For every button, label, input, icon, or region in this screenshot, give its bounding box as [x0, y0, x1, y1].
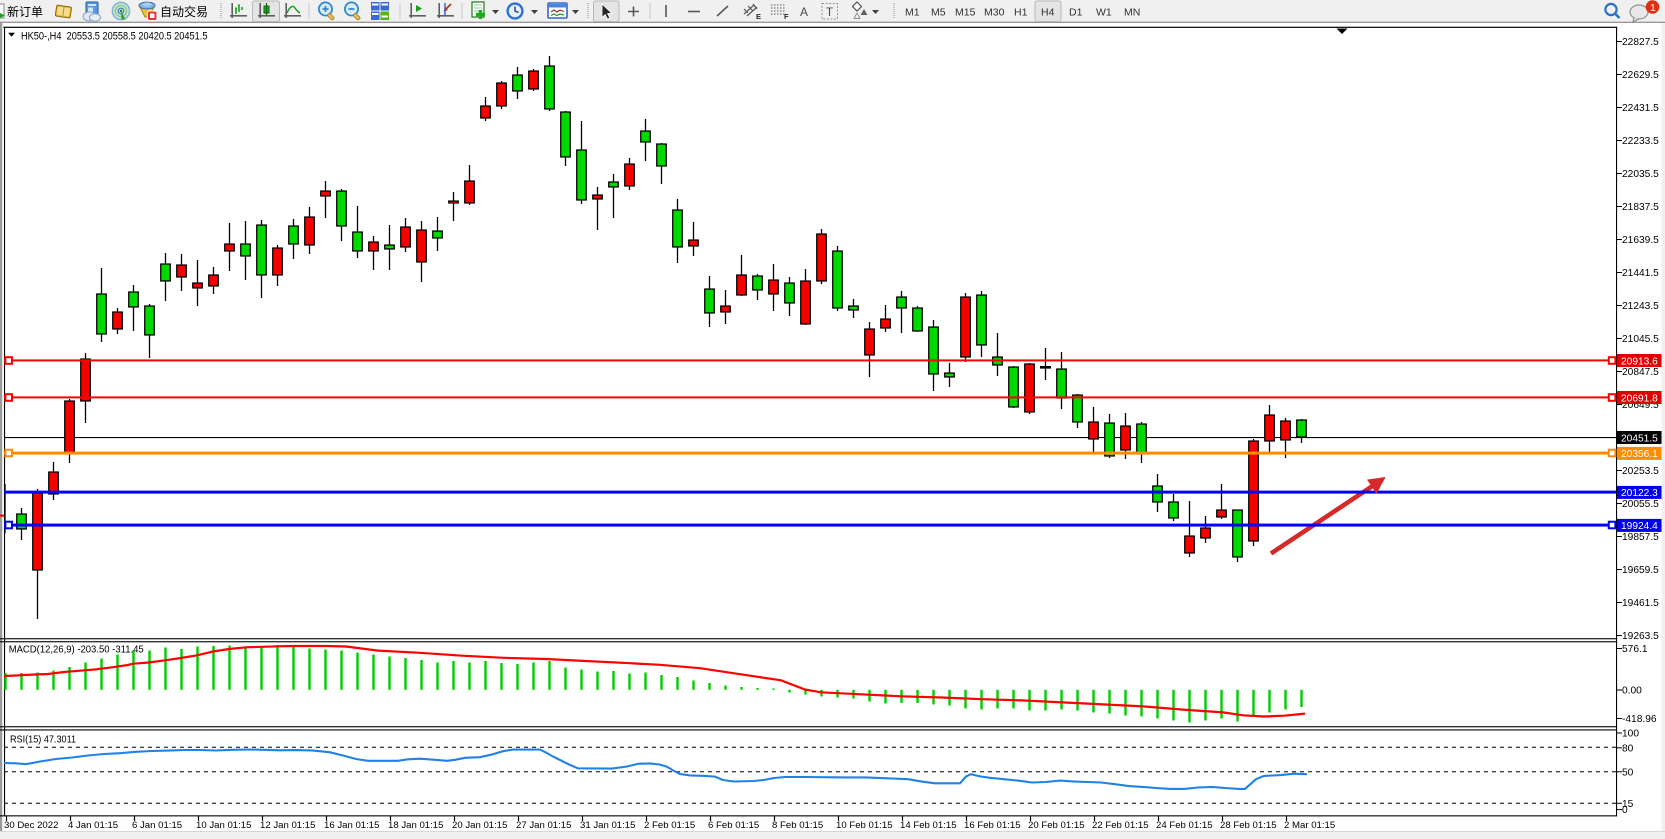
svg-text:21243.5: 21243.5	[1622, 301, 1659, 312]
svg-text:HK50-,H4 20553.5 20558.5 2042: HK50-,H4 20553.5 20558.5 20420.5 20451.5	[21, 31, 208, 43]
svg-text:6 Jan 01:15: 6 Jan 01:15	[132, 820, 182, 831]
svg-text:20451.5: 20451.5	[1621, 433, 1658, 444]
svg-text:22629.5: 22629.5	[1622, 70, 1659, 81]
svg-text:31 Jan 01:15: 31 Jan 01:15	[580, 820, 635, 831]
svg-text:20122.3: 20122.3	[1621, 488, 1658, 499]
svg-text:12 Jan 01:15: 12 Jan 01:15	[260, 820, 315, 831]
svg-text:16 Jan 01:15: 16 Jan 01:15	[324, 820, 379, 831]
svg-text:19924.4: 19924.4	[1621, 521, 1658, 532]
svg-text:20 Jan 01:15: 20 Jan 01:15	[452, 820, 507, 831]
svg-text:100: 100	[1622, 729, 1639, 740]
svg-text:30 Dec 2022: 30 Dec 2022	[4, 820, 58, 831]
svg-text:4 Jan 01:15: 4 Jan 01:15	[68, 820, 118, 831]
svg-text:576.1: 576.1	[1622, 644, 1648, 655]
svg-text:20691.8: 20691.8	[1621, 393, 1658, 404]
svg-text:22827.5: 22827.5	[1622, 37, 1659, 48]
svg-text:M1: M1	[905, 7, 920, 19]
svg-text:H4: H4	[1041, 7, 1055, 19]
svg-text:A: A	[800, 5, 808, 19]
svg-text:21441.5: 21441.5	[1622, 268, 1659, 279]
svg-text:10 Jan 01:15: 10 Jan 01:15	[196, 820, 251, 831]
svg-text:28 Feb 01:15: 28 Feb 01:15	[1220, 820, 1277, 831]
svg-text:RSI(15) 47.3011: RSI(15) 47.3011	[10, 735, 76, 746]
svg-text:19263.5: 19263.5	[1622, 631, 1659, 642]
svg-text:20649.5: 20649.5	[1622, 400, 1659, 411]
svg-text:2 Mar 01:15: 2 Mar 01:15	[1284, 820, 1335, 831]
svg-text:19461.5: 19461.5	[1622, 598, 1659, 609]
svg-text:MACD(12,26,9) -203.50 -311.45: MACD(12,26,9) -203.50 -311.45	[9, 645, 144, 656]
svg-text:20356.1: 20356.1	[1621, 449, 1658, 460]
svg-text:1: 1	[1650, 2, 1656, 14]
svg-text:D1: D1	[1069, 7, 1083, 19]
svg-text:50: 50	[1622, 767, 1634, 778]
svg-text:22431.5: 22431.5	[1622, 103, 1659, 114]
svg-text:20055.5: 20055.5	[1622, 499, 1659, 510]
svg-text:20847.5: 20847.5	[1622, 367, 1659, 378]
svg-text:24 Feb 01:15: 24 Feb 01:15	[1156, 820, 1213, 831]
svg-text:M5: M5	[931, 7, 946, 19]
svg-text:20253.5: 20253.5	[1622, 466, 1659, 477]
svg-text:E: E	[756, 12, 761, 21]
svg-text:19857.5: 19857.5	[1622, 532, 1659, 543]
svg-text:0: 0	[1622, 805, 1628, 816]
svg-text:21045.5: 21045.5	[1622, 334, 1659, 345]
svg-text:8 Feb 01:15: 8 Feb 01:15	[772, 820, 823, 831]
svg-text:22035.5: 22035.5	[1622, 169, 1659, 180]
svg-text:2 Feb 01:15: 2 Feb 01:15	[644, 820, 695, 831]
svg-text:10 Feb 01:15: 10 Feb 01:15	[836, 820, 893, 831]
svg-text:22 Feb 01:15: 22 Feb 01:15	[1092, 820, 1149, 831]
svg-text:M15: M15	[955, 7, 976, 19]
svg-text:20913.6: 20913.6	[1621, 356, 1658, 367]
svg-text:80: 80	[1622, 743, 1634, 754]
svg-text:21639.5: 21639.5	[1622, 235, 1659, 246]
svg-text:15: 15	[1622, 799, 1634, 810]
svg-text:20 Feb 01:15: 20 Feb 01:15	[1028, 820, 1085, 831]
svg-text:W1: W1	[1096, 7, 1112, 19]
svg-text:M30: M30	[984, 7, 1005, 19]
svg-text:-418.96: -418.96	[1622, 714, 1657, 725]
svg-text:MN: MN	[1124, 7, 1140, 19]
svg-text:16 Feb 01:15: 16 Feb 01:15	[964, 820, 1021, 831]
svg-text:T: T	[826, 7, 833, 19]
svg-text:14 Feb 01:15: 14 Feb 01:15	[900, 820, 957, 831]
svg-text:22233.5: 22233.5	[1622, 136, 1659, 147]
svg-text:自动交易: 自动交易	[160, 4, 208, 19]
svg-text:F: F	[784, 12, 789, 21]
svg-text:18 Jan 01:15: 18 Jan 01:15	[388, 820, 443, 831]
svg-text:19659.5: 19659.5	[1622, 565, 1659, 576]
svg-text:6 Feb 01:15: 6 Feb 01:15	[708, 820, 759, 831]
svg-text:27 Jan 01:15: 27 Jan 01:15	[516, 820, 571, 831]
svg-text:H1: H1	[1014, 7, 1028, 19]
svg-text:21837.5: 21837.5	[1622, 202, 1659, 213]
svg-text:0.00: 0.00	[1622, 686, 1642, 697]
svg-text:新订单: 新订单	[7, 4, 43, 19]
